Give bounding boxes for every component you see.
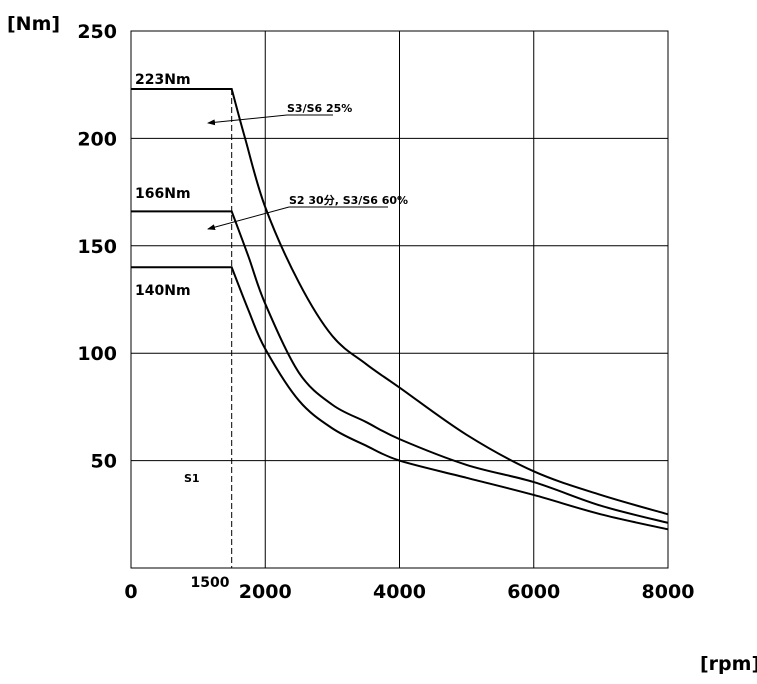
series-line-0 (131, 87, 669, 516)
annotation-s3-s6-25: S3/S6 25% (207, 102, 352, 126)
series-label-166nm: 166Nm (135, 186, 191, 202)
series-label-140nm: 140Nm (135, 283, 191, 299)
series-label-223nm: 223Nm (135, 72, 191, 88)
y-tick-label: 150 (77, 236, 117, 258)
y-tick-label: 200 (77, 128, 117, 150)
y-axis-unit: [Nm] (7, 13, 60, 35)
annotation-text-s1: S1 (184, 472, 200, 485)
x-tick-label: 6000 (507, 581, 560, 603)
y-tick-label: 50 (91, 451, 117, 473)
curves (131, 87, 669, 531)
grid (130, 30, 669, 569)
annotation-text-s3-s6-25: S3/S6 25% (287, 102, 352, 115)
y-tick-label: 100 (77, 343, 117, 365)
x-tick-label: 8000 (642, 581, 695, 603)
annotation-s2-s3-s6-60: S2 30分, S3/S6 60% (207, 193, 408, 231)
series-line-2 (131, 266, 669, 531)
annotation-arrow-s2-s3-s6-60 (207, 206, 290, 231)
x-tick-label: 0 (124, 581, 137, 603)
x-tick-label: 2000 (239, 581, 292, 603)
annotation-text-s2-s3-s6-60: S2 30分, S3/S6 60% (289, 193, 408, 207)
annotation-arrow-s3-s6-25 (207, 114, 288, 126)
x-tick-label: 4000 (373, 581, 426, 603)
series-line-1 (131, 210, 669, 524)
x-tick-label-base-speed: 1500 (191, 575, 230, 591)
y-tick-label: 250 (77, 21, 117, 43)
x-axis-unit: [rpm] (700, 653, 757, 675)
